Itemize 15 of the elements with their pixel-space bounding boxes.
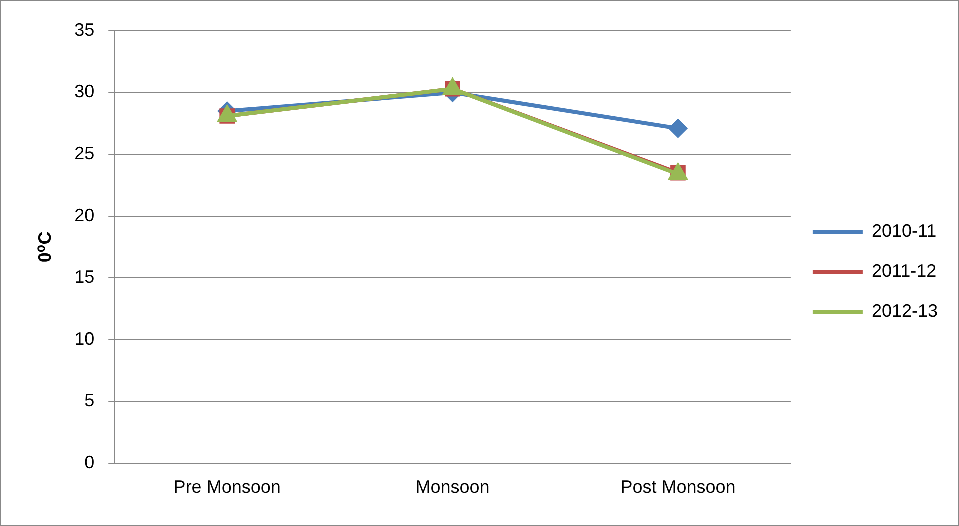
x-tick-label: Pre Monsoon: [174, 477, 281, 498]
legend-label: 2010-11: [872, 220, 937, 241]
x-tick-label: Monsoon: [416, 477, 490, 498]
y-tick-label: 15: [74, 267, 95, 288]
y-tick-label: 0: [84, 452, 95, 472]
legend-label: 2012-13: [872, 300, 938, 321]
x-tick-label: Post Monsoon: [620, 477, 736, 498]
y-tick-label: 20: [74, 205, 95, 226]
y-tick-label: 30: [74, 82, 95, 102]
y-tick-label: 35: [74, 20, 95, 40]
y-tick-label: 5: [84, 390, 95, 411]
y-tick-label: 10: [74, 328, 95, 349]
legend-label: 2011-12: [872, 260, 937, 281]
y-axis-title: 0⁰C: [34, 232, 55, 263]
y-tick-label: 25: [74, 144, 95, 164]
